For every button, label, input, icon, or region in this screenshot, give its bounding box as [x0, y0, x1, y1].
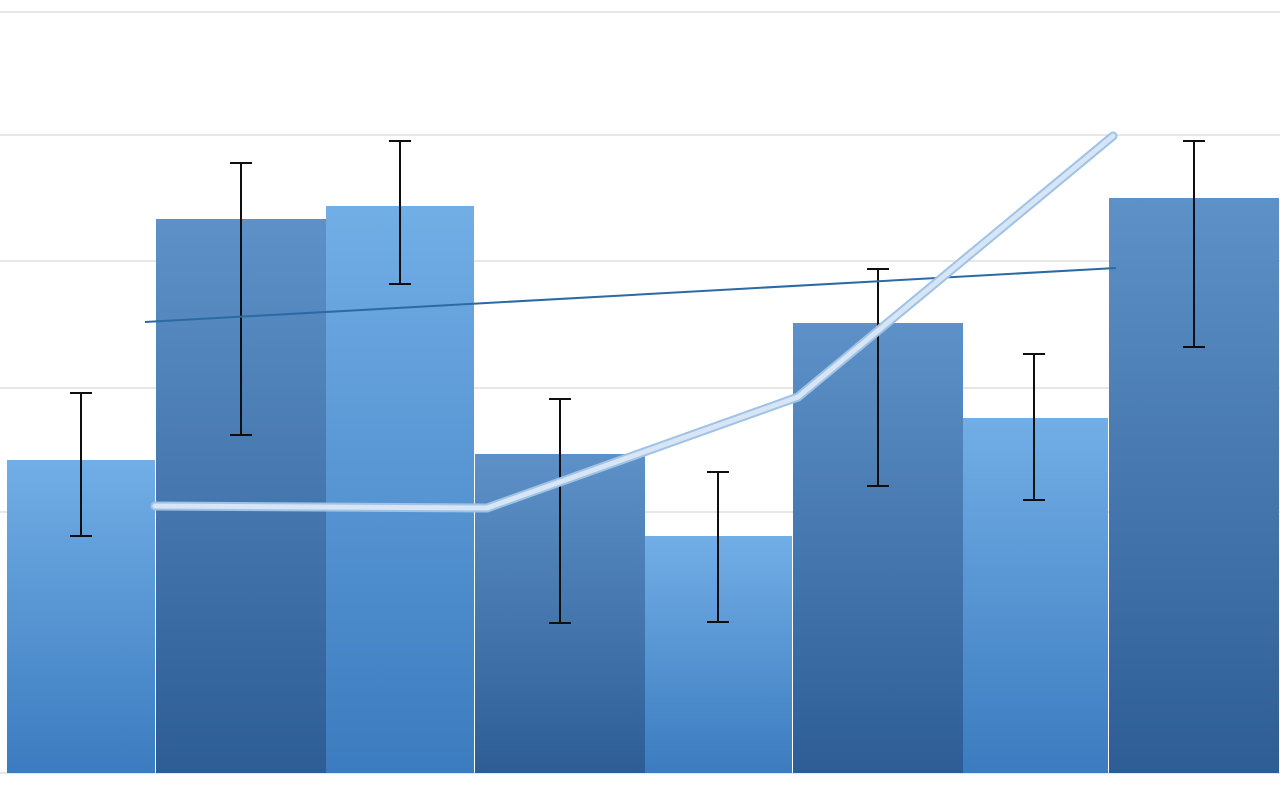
bar-front-1	[326, 206, 474, 773]
bar-line-chart	[0, 0, 1280, 785]
chart-canvas	[0, 0, 1280, 785]
